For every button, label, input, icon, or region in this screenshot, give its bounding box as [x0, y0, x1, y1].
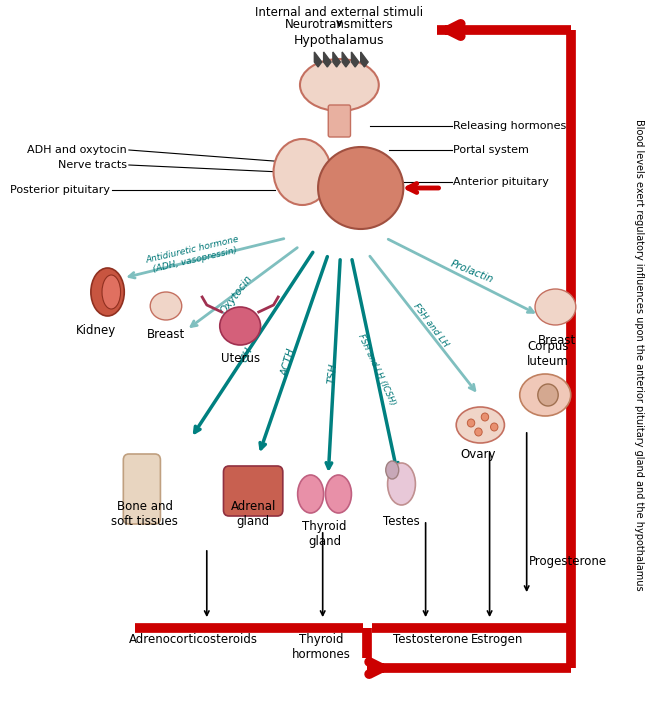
Ellipse shape [102, 275, 120, 309]
Text: Releasing hormones: Releasing hormones [454, 121, 567, 131]
Ellipse shape [535, 289, 576, 325]
Text: Corpus
luteum: Corpus luteum [527, 340, 569, 368]
Text: FSH and LH (ICSH): FSH and LH (ICSH) [356, 333, 397, 407]
Text: Thyroid
gland: Thyroid gland [302, 520, 347, 548]
Text: Oxytocin: Oxytocin [218, 274, 254, 316]
Ellipse shape [318, 147, 404, 229]
Text: Adrenocorticosteroids: Adrenocorticosteroids [129, 633, 258, 646]
Circle shape [481, 413, 489, 421]
Text: FSH and LH: FSH and LH [411, 301, 450, 349]
Text: Bone and
soft tissues: Bone and soft tissues [111, 500, 178, 528]
Text: Progesterone: Progesterone [528, 556, 606, 569]
Ellipse shape [300, 59, 379, 111]
Ellipse shape [456, 407, 504, 443]
Ellipse shape [220, 307, 261, 345]
FancyBboxPatch shape [328, 105, 350, 137]
Text: Portal system: Portal system [454, 145, 529, 155]
Circle shape [491, 423, 498, 431]
Text: Blood levels exert regulatory influences upon the anterior pituitary gland and t: Blood levels exert regulatory influences… [634, 119, 644, 591]
Ellipse shape [91, 268, 124, 316]
Polygon shape [361, 52, 368, 67]
Text: Ovary: Ovary [461, 448, 496, 461]
Text: Breast: Breast [538, 334, 577, 347]
FancyBboxPatch shape [124, 454, 161, 524]
Text: Thyroid
hormones: Thyroid hormones [291, 633, 350, 661]
Text: Testosterone: Testosterone [393, 633, 468, 646]
Text: Kidney: Kidney [75, 324, 116, 337]
Polygon shape [342, 52, 350, 67]
Text: Internal and external stimuli: Internal and external stimuli [255, 6, 423, 19]
Text: ACTH: ACTH [280, 347, 297, 377]
Polygon shape [333, 52, 341, 67]
Ellipse shape [298, 475, 324, 513]
Text: Posterior pituitary: Posterior pituitary [10, 185, 111, 195]
Polygon shape [352, 52, 359, 67]
Ellipse shape [274, 139, 331, 205]
Text: Adrenal
gland: Adrenal gland [231, 500, 276, 528]
Text: TSH: TSH [327, 362, 339, 384]
Text: Uterus: Uterus [220, 352, 260, 365]
Polygon shape [315, 52, 322, 67]
Circle shape [538, 384, 558, 406]
Text: Anterior pituitary: Anterior pituitary [454, 177, 549, 187]
Text: ADH and oxytocin: ADH and oxytocin [27, 145, 127, 155]
Text: Breast: Breast [147, 328, 185, 341]
Ellipse shape [520, 374, 571, 416]
Ellipse shape [387, 463, 415, 505]
Text: Hypothalamus: Hypothalamus [294, 34, 385, 47]
Circle shape [474, 428, 482, 436]
Text: Estrogen: Estrogen [471, 633, 523, 646]
Ellipse shape [150, 292, 182, 320]
Ellipse shape [326, 475, 352, 513]
Text: Neurotransmitters: Neurotransmitters [285, 18, 394, 31]
Ellipse shape [385, 461, 398, 479]
Text: Testes: Testes [383, 515, 420, 528]
FancyBboxPatch shape [224, 466, 283, 516]
Text: GH: GH [239, 346, 254, 364]
Circle shape [467, 419, 474, 427]
Text: Prolactin: Prolactin [449, 259, 495, 285]
Text: Antidiuretic hormone
(ADH, vasopressin): Antidiuretic hormone (ADH, vasopressin) [145, 235, 242, 275]
Polygon shape [324, 52, 331, 67]
Text: Nerve tracts: Nerve tracts [58, 160, 127, 170]
